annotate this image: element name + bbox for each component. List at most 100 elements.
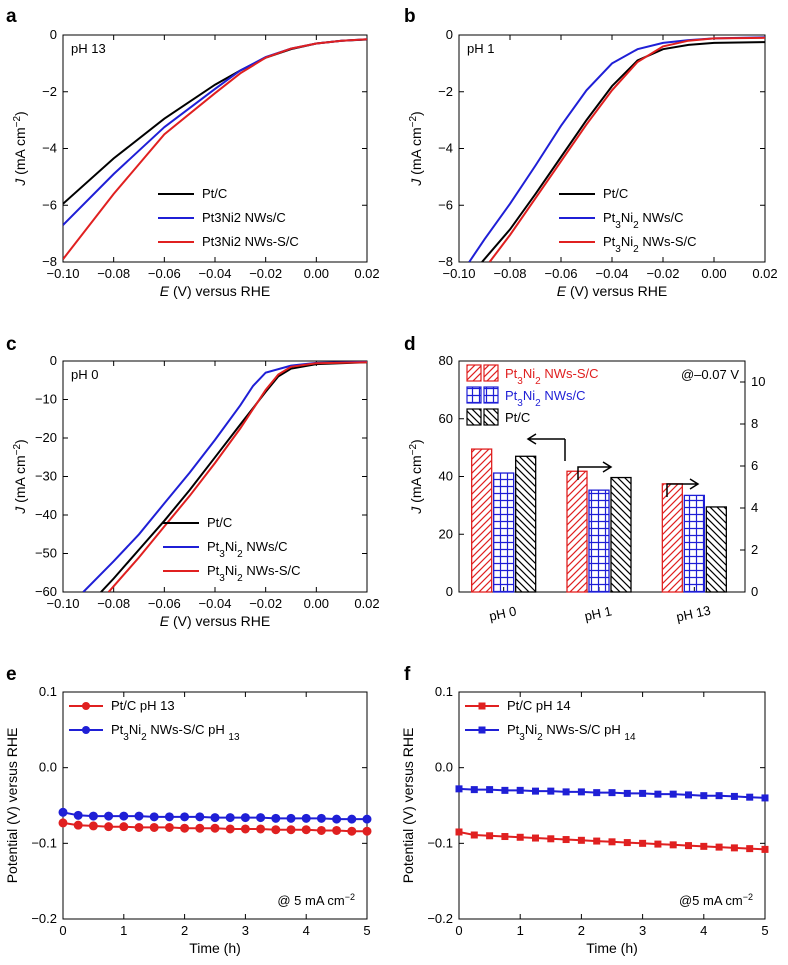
text-part: (mA cm <box>12 455 28 506</box>
y-tick-label: −0.1 <box>31 835 57 850</box>
data-point <box>746 845 754 853</box>
annotation: @5 mA cm−2 <box>679 892 753 908</box>
data-point <box>104 822 114 832</box>
data-point <box>761 845 769 853</box>
data-point <box>73 820 83 830</box>
text-part: 2 <box>537 732 543 743</box>
x-tick-label: 1 <box>120 923 127 938</box>
text-part: S <box>183 722 192 737</box>
y-tick-label: 0.0 <box>435 760 453 775</box>
text-part: −2 <box>12 444 23 456</box>
annotation: pH 13 <box>71 41 106 56</box>
legend-label: Pt/C <box>207 515 232 530</box>
y-tick-label: 0 <box>50 27 57 42</box>
text-part: Pt <box>505 366 518 381</box>
data-point <box>455 828 463 836</box>
text-part: / <box>573 388 577 403</box>
x-axis-label: E (V) versus RHE <box>160 283 270 299</box>
text-part: 3 <box>615 244 621 255</box>
text-part: −2 <box>408 116 419 128</box>
plot-frame <box>458 34 766 263</box>
text-part: (mA cm <box>408 127 424 178</box>
y-axis-label: J (mA cm−2) <box>12 439 29 514</box>
y-tick-label: 0 <box>446 27 453 42</box>
data-point <box>164 822 174 832</box>
bar-ph-13-1 <box>683 494 705 593</box>
x-tick-label: −0.10 <box>47 596 80 611</box>
text-part: C <box>687 234 696 249</box>
legend-marker <box>478 726 486 734</box>
x-tick-label: 3 <box>242 923 249 938</box>
data-point <box>149 822 159 832</box>
text-part: 3 <box>615 220 621 231</box>
legend-label: Pt3Ni2 NWs-S/C <box>202 234 299 249</box>
text-part: 2 <box>535 398 541 409</box>
data-point <box>316 825 326 835</box>
data-point <box>271 825 281 835</box>
y-tick-label: −30 <box>35 469 57 484</box>
legend-swatch <box>466 408 482 426</box>
annotation: @ 5 mA cm−2 <box>277 892 355 908</box>
x-tick-label: −0.02 <box>249 266 282 281</box>
data-point <box>134 811 144 821</box>
text-part: - <box>575 722 579 737</box>
data-point <box>470 786 478 794</box>
data-point <box>316 813 326 823</box>
data-point <box>225 813 235 823</box>
y-tick-label: −8 <box>42 254 57 269</box>
legend-swatch <box>466 386 482 404</box>
y-tick-label: −60 <box>35 584 57 599</box>
text-part: 2 <box>237 549 243 560</box>
arrow-right-axis-ph13 <box>666 478 700 497</box>
data-point <box>347 814 357 824</box>
data-point <box>164 812 174 822</box>
legend-label: Pt3Ni2 NWs/C <box>202 210 286 225</box>
data-point <box>700 792 708 800</box>
x-tick-label: −0.06 <box>545 266 578 281</box>
x-category-label: pH 1 <box>583 603 613 623</box>
legend-label: Pt/C pH 14 <box>507 698 571 713</box>
y-tick-label: 80 <box>439 353 453 368</box>
data-point <box>715 792 723 800</box>
data-point <box>608 789 616 797</box>
text-part: S <box>577 366 586 381</box>
x-tick-label: −0.04 <box>199 596 232 611</box>
text-part: E <box>160 283 170 299</box>
y-tick-label: −50 <box>35 546 57 561</box>
panel-f: f 0 1 2 3 4 5 −0.2 −0.1 0.0 0.1 Time (h) Potential (… <box>400 664 769 956</box>
data-point <box>225 824 235 834</box>
text-part: NWs <box>246 539 275 554</box>
text-part: - <box>179 722 183 737</box>
panel-e: e 0 1 2 3 4 5 −0.2 −0.1 0.0 0.1 Time (h) Potential (… <box>4 664 372 956</box>
text-part: Ni <box>523 366 535 381</box>
text-part: / <box>192 722 196 737</box>
y-tick-label: −0.2 <box>427 911 453 926</box>
data-point <box>501 786 509 794</box>
text-part: Pt <box>111 722 124 737</box>
data-point <box>639 789 647 797</box>
text-part: / <box>275 539 279 554</box>
legend-label: Pt/C pH 13 <box>111 698 175 713</box>
y-tick-label: 20 <box>439 526 453 541</box>
data-point <box>700 842 708 850</box>
text-part: Pt <box>603 234 616 249</box>
data-point <box>516 786 524 794</box>
panel-letter: a <box>6 6 17 27</box>
legend-marker <box>82 726 90 734</box>
legend-label: Pt3Ni2 NWs-S/C <box>603 234 697 255</box>
legend-label: Pt/C <box>202 186 227 201</box>
data-point <box>119 822 129 832</box>
text-part: pH <box>604 722 621 737</box>
x-tick-label: 0.00 <box>701 266 726 281</box>
text-part: 3 <box>219 549 225 560</box>
text-part: Ni <box>621 210 633 225</box>
data-point <box>654 840 662 848</box>
series-line-2 <box>63 38 367 260</box>
series-line-2 <box>488 36 765 262</box>
text-part: / <box>588 722 592 737</box>
x-tick-label: 3 <box>639 923 646 938</box>
data-point <box>58 818 68 828</box>
legend-marker <box>82 702 90 710</box>
text-part: 3 <box>219 573 225 584</box>
arrow-left-axis <box>526 433 565 445</box>
